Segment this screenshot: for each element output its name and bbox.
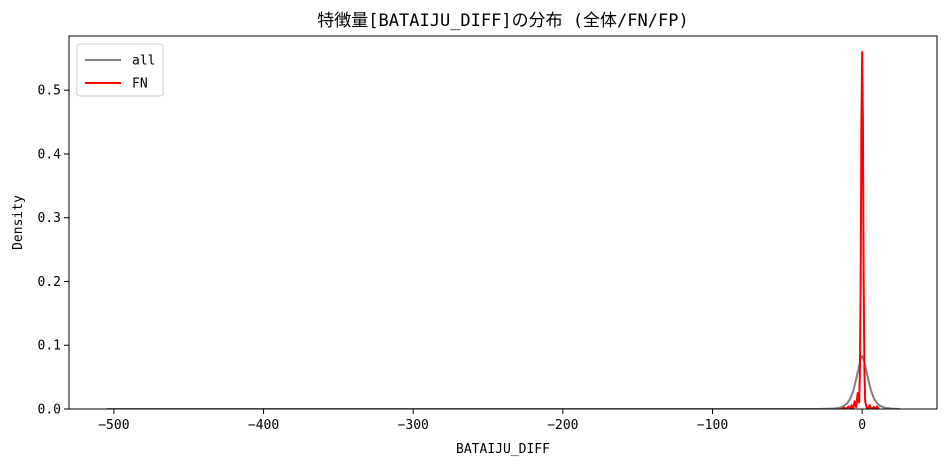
series-line-fn xyxy=(840,50,880,409)
x-tick-label: 0 xyxy=(858,418,866,433)
y-tick-label: 0.4 xyxy=(38,147,62,162)
x-tick-label: −300 xyxy=(398,418,429,433)
x-tick-label: −200 xyxy=(547,418,578,433)
series-line-all xyxy=(106,355,900,409)
axes-frame xyxy=(68,35,938,410)
y-tick-label: 0.2 xyxy=(38,275,61,290)
x-tick-label: −400 xyxy=(248,418,279,433)
y-axis-label: Density xyxy=(11,195,26,250)
y-tick-label: 0.3 xyxy=(38,211,61,226)
x-axis-label: BATAIJU_DIFF xyxy=(456,442,550,457)
x-tick-label: −500 xyxy=(98,418,129,433)
legend-label-all: all xyxy=(132,54,155,69)
series-group xyxy=(106,50,900,409)
legend-box xyxy=(76,43,164,97)
legend-label-fn: FN xyxy=(132,77,148,92)
x-tick-label: −100 xyxy=(697,418,728,433)
chart-title: 特徴量[BATAIJU_DIFF]の分布 (全体/FN/FP) xyxy=(317,11,688,31)
legend: all FN xyxy=(76,43,164,97)
y-tick-label: 0.0 xyxy=(38,403,61,418)
y-tick-label: 0.5 xyxy=(38,84,61,99)
y-tick-label: 0.1 xyxy=(38,339,61,354)
plot-area: −500 −400 −300 −200 −100 0 0.0 0.1 0.2 0.3 0.4 0.5 xyxy=(38,35,938,433)
